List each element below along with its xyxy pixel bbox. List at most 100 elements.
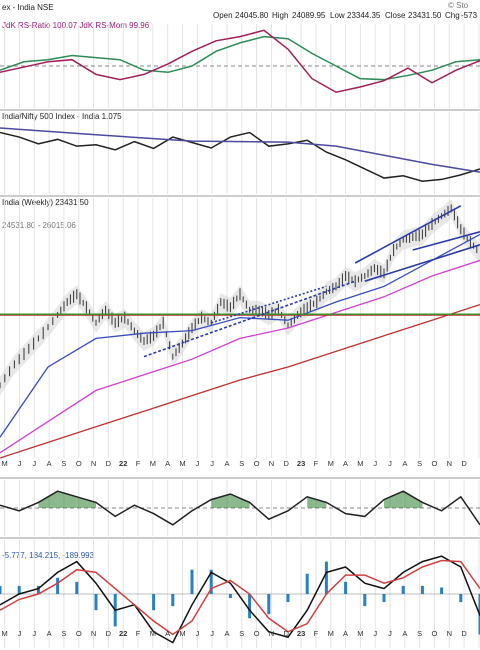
macd-hist-bar-5 <box>94 594 98 611</box>
x-tick-label-0-25: J <box>373 459 377 468</box>
x-tick-label-1-9: F <box>136 629 141 638</box>
macd-series-0-line <box>0 555 480 644</box>
x-tick-label-0-9: F <box>136 459 141 468</box>
x-tick-label-1-26: J <box>388 629 392 638</box>
x-tick-label-0-10: M <box>150 459 156 468</box>
trendline-layer <box>0 205 480 358</box>
price-panel-title: India (Weekly) 23431.50 <box>2 198 89 207</box>
x-tick-label-1-22: M <box>328 629 334 638</box>
x-tick-label-1-31: D <box>461 629 467 638</box>
x-tick-label-1-5: O <box>76 629 82 638</box>
macd-hist-bar-13 <box>248 594 252 619</box>
price-series-1-line <box>0 233 480 438</box>
macd-hist-bar-9 <box>171 594 175 607</box>
x-tick-label-1-6: N <box>91 629 96 638</box>
x-tick-label-1-19: D <box>284 629 290 638</box>
macd-hist-bar-19 <box>363 594 367 607</box>
x-tick-label-0-18: N <box>269 459 274 468</box>
x-tick-label-0-26: J <box>388 459 392 468</box>
macd-hist-bar-22 <box>420 585 424 594</box>
x-tick-label-0-8: 22 <box>119 459 127 468</box>
oscillator-fill-16 <box>307 496 327 508</box>
x-tick-label-1-20: 23 <box>297 629 305 638</box>
x-tick-label-0-11: A <box>165 459 170 468</box>
x-tick-label-0-17: O <box>254 459 260 468</box>
x-tick-label-1-29: O <box>432 629 438 638</box>
x-tick-label-1-30: N <box>447 629 452 638</box>
chg-value: -573 <box>461 11 478 20</box>
close-label: Close <box>385 11 406 20</box>
macd-hist-bar-14 <box>267 594 271 615</box>
x-tick-label-0-23: A <box>343 459 348 468</box>
x-tick-label-1-0: M <box>2 629 8 638</box>
x-tick-label-0-29: O <box>432 459 438 468</box>
open-value: 24045.80 <box>235 11 269 20</box>
wedge-lower-line <box>364 244 480 282</box>
x-tick-label-0-22: M <box>328 459 334 468</box>
x-tick-label-1-25: J <box>373 629 377 638</box>
x-tick-label-1-10: M <box>150 629 156 638</box>
macd-hist-bar-23 <box>440 587 444 594</box>
price-series-2-line <box>0 259 480 454</box>
x-tick-label-0-4: S <box>61 459 66 468</box>
macd-hist-bar-16 <box>305 573 309 594</box>
x-tick-label-0-2: J <box>32 459 36 468</box>
x-tick-label-0-28: S <box>417 459 422 468</box>
wedge-upper-line <box>354 205 462 264</box>
macd-hist-bar-11 <box>209 569 213 594</box>
x-tick-label-1-2: J <box>32 629 36 638</box>
x-tick-label-0-7: D <box>106 459 112 468</box>
low-value: 23344.35 <box>347 11 381 20</box>
x-tick-label-0-5: O <box>76 459 82 468</box>
oscillator-fill-11 <box>211 494 231 508</box>
macd-hist-bar-10 <box>190 569 194 594</box>
x-tick-label-1-13: J <box>195 629 199 638</box>
x-tick-label-1-14: J <box>210 629 214 638</box>
x-tick-label-0-6: N <box>91 459 96 468</box>
header-bar: ex - India NSE Open 24045.80 High 24089.… <box>2 1 478 20</box>
x-tick-label-0-16: S <box>239 459 244 468</box>
x-tick-label-0-14: J <box>210 459 214 468</box>
x-tick-label-1-27: A <box>402 629 407 638</box>
macd-hist-bar-21 <box>401 585 405 594</box>
x-tick-label-1-24: M <box>357 629 363 638</box>
relative-series-0-line <box>0 131 480 183</box>
macd-hist-bar-12 <box>228 594 232 599</box>
rising-channel-lower-line <box>143 280 356 358</box>
x-tick-label-0-21: F <box>314 459 319 468</box>
macd-hist-bar-20 <box>382 594 386 603</box>
macd-hist-bar-24 <box>459 594 463 603</box>
brand-mark: © Sto <box>448 1 469 10</box>
macd-hist-bar-0 <box>0 585 2 594</box>
x-tick-label-1-3: A <box>47 629 52 638</box>
macd-hist-bar-17 <box>324 561 328 594</box>
x-tick-label-1-23: A <box>343 629 348 638</box>
chg-label: Chg <box>445 11 460 20</box>
open-label: Open <box>213 11 233 20</box>
x-tick-label-1-4: S <box>61 629 66 638</box>
x-tick-label-1-12: M <box>179 629 185 638</box>
high-label: High <box>272 11 288 20</box>
x-tick-label-0-27: A <box>402 459 407 468</box>
macd-hist-bar-4 <box>75 581 79 594</box>
price-series-3-line <box>0 303 480 459</box>
x-tick-label-0-20: 23 <box>297 459 305 468</box>
breakout-line-line <box>412 231 480 251</box>
relative-panel-title: India/Nifty 500 Index - India 1.075 <box>2 112 122 121</box>
x-tick-label-0-1: J <box>18 459 22 468</box>
rs-series-0-line <box>0 35 480 81</box>
x-tick-label-0-12: M <box>179 459 185 468</box>
high-value: 24089.95 <box>292 11 326 20</box>
price-panel-legend: 24531.80 - 26015.06 <box>2 221 76 230</box>
x-tick-label-1-15: A <box>224 629 229 638</box>
x-tick-label-0-30: N <box>447 459 452 468</box>
x-tick-label-0-15: A <box>224 459 229 468</box>
relative-series-1-line <box>0 127 480 173</box>
oscillator-fill-12 <box>230 494 250 508</box>
macd-hist-bar-15 <box>286 594 290 603</box>
x-tick-label-1-21: F <box>314 629 319 638</box>
x-tick-label-1-17: O <box>254 629 260 638</box>
oscillator-fill-21 <box>403 491 423 508</box>
rs-panel-title: JdK RS-Ratio 100.07 JdK RS-Mom 99.96 <box>2 21 150 30</box>
